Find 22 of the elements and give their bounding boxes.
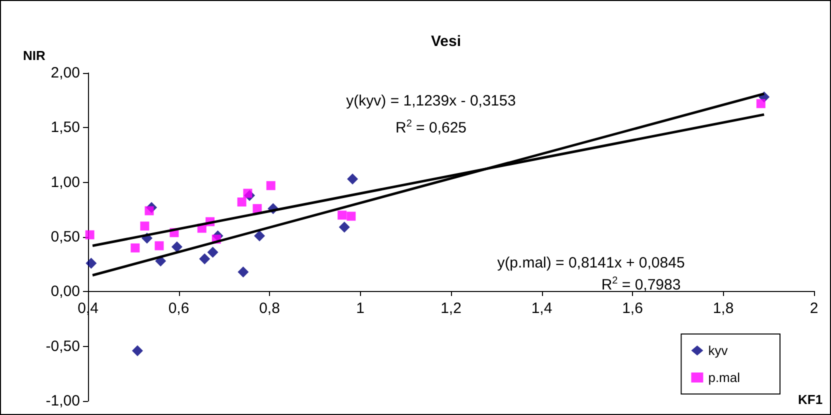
chart-title: Vesi [430, 33, 462, 50]
x-tick-label: 0,6 [168, 300, 190, 317]
x-axis-title: KF1 [798, 392, 823, 407]
y-axis-title: NIR [23, 48, 46, 63]
legend-label: kyv [708, 343, 728, 358]
y-tick-label: 1,00 [50, 174, 80, 191]
annotation: y(kyv) = 1,1239x - 0,3153 [346, 92, 516, 110]
y-tick-label: 0,00 [50, 283, 80, 300]
x-tick-label: 1,8 [712, 300, 734, 317]
x-tick-label: 0,8 [259, 300, 280, 317]
annotation: y(p.mal) = 0,8141x + 0,0845 [497, 254, 685, 272]
y-tick-label: 1,50 [50, 119, 80, 136]
x-tick-label: 1,2 [440, 300, 462, 317]
y-tick-label: -0,50 [46, 338, 80, 355]
x-tick-label: 1,6 [622, 300, 643, 317]
x-tick-label: 2 [810, 300, 818, 317]
x-tick-label: 1 [356, 300, 364, 317]
y-tick-label: -1,00 [46, 392, 80, 410]
x-tick-label: 1,4 [531, 300, 552, 317]
legend-label: p.mal [708, 370, 740, 385]
y-tick-label: 2,00 [50, 64, 80, 82]
y-tick-label: 0,50 [50, 228, 80, 246]
